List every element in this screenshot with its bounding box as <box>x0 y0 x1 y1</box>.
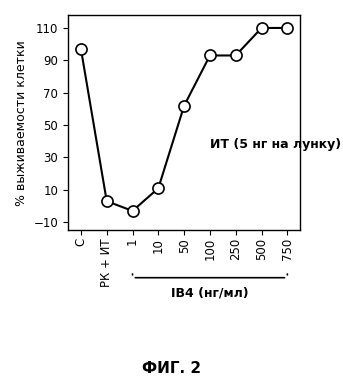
Y-axis label: % выживаемости клетки: % выживаемости клетки <box>15 40 28 206</box>
Text: ИТ (5 нг на лунку): ИТ (5 нг на лунку) <box>210 138 341 151</box>
Text: IB4 (нг/мл): IB4 (нг/мл) <box>171 286 249 299</box>
Text: ФИГ. 2: ФИГ. 2 <box>142 361 201 376</box>
